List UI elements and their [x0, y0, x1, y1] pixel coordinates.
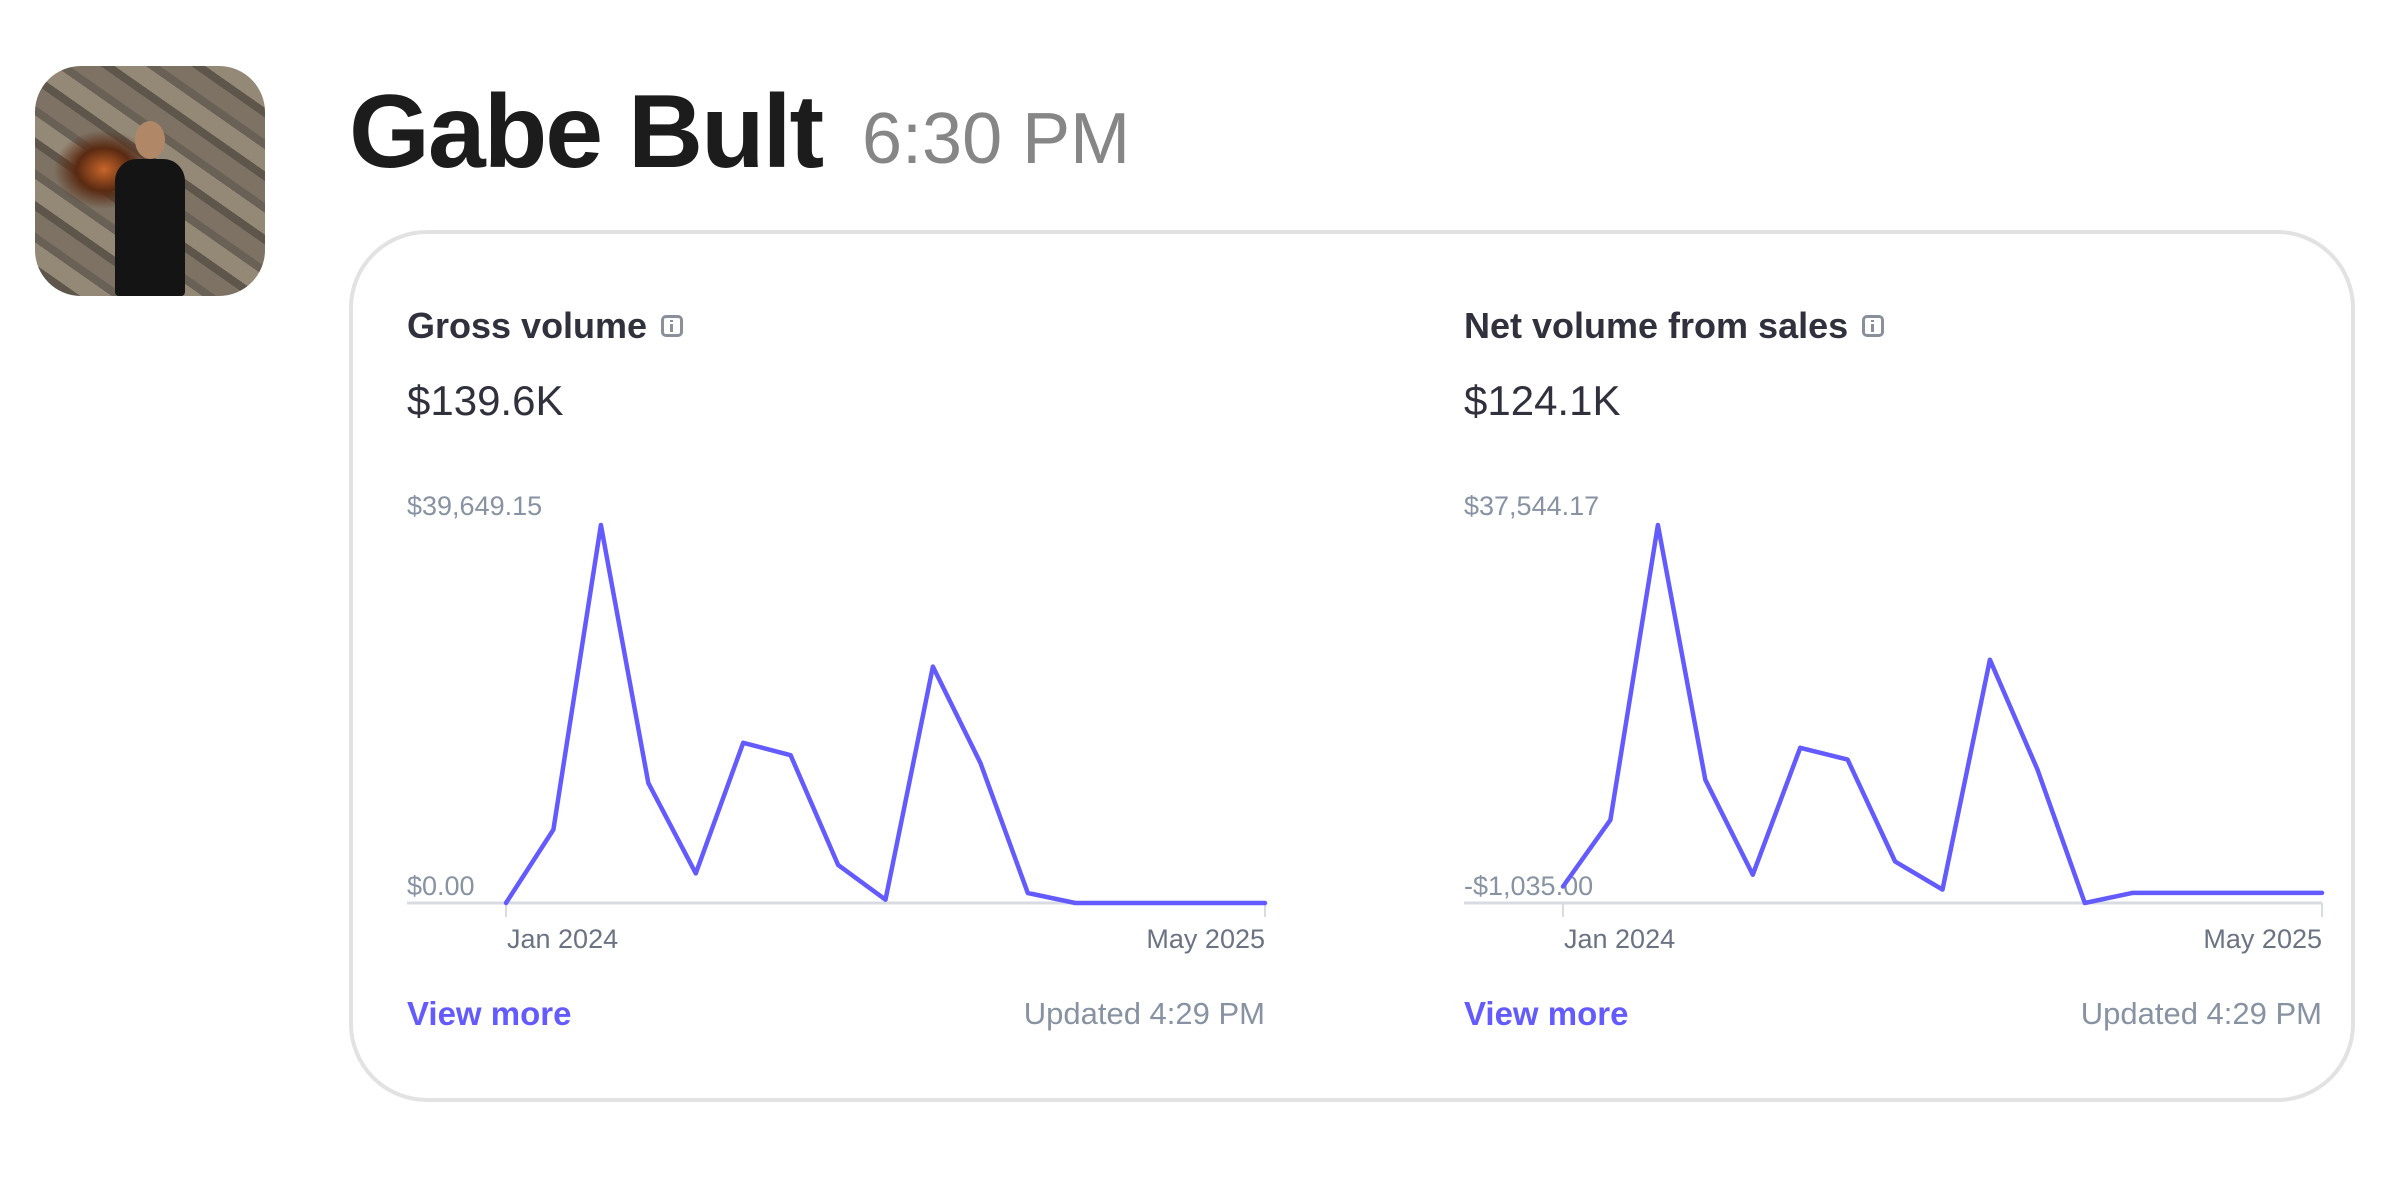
sender-name[interactable]: Gabe Bult [349, 74, 824, 190]
metrics-card [349, 230, 2355, 1102]
series-line [503, 522, 1268, 906]
y-min-label: $0.00 [407, 871, 475, 901]
info-icon[interactable] [661, 315, 684, 337]
avatar[interactable] [35, 66, 265, 296]
avatar-photo-person [115, 121, 185, 296]
panel-title-text: Gross volume [407, 305, 648, 346]
view-more-link[interactable]: View more [1464, 995, 1629, 1032]
y-max-label: $39,649.15 [407, 491, 543, 521]
gross-volume-panel: Gross volume $139.6K $39,649.15 $0.00 Ja… [407, 290, 1268, 1050]
view-more-link[interactable]: View more [407, 995, 572, 1032]
net-volume-chart [1464, 522, 2325, 917]
x-end-label: May 2025 [1146, 924, 1265, 954]
updated-time: Updated 4:29 PM [1023, 996, 1265, 1031]
gross-volume-chart [407, 522, 1268, 917]
panel-title: Net volume from sales [1464, 304, 1885, 348]
series-line [1560, 522, 2325, 906]
panel-title: Gross volume [407, 304, 684, 348]
x-end-label: May 2025 [2203, 924, 2322, 954]
info-icon[interactable] [1862, 315, 1885, 337]
y-max-label: $37,544.17 [1464, 491, 1600, 521]
panel-title-text: Net volume from sales [1464, 305, 1849, 346]
message-timestamp[interactable]: 6:30 PM [862, 99, 1131, 179]
panel-total: $139.6K [407, 377, 564, 424]
x-start-label: Jan 2024 [507, 924, 619, 954]
net-volume-panel: Net volume from sales $124.1K $37,544.17… [1464, 290, 2325, 1050]
panel-total: $124.1K [1464, 377, 1621, 424]
updated-time: Updated 4:29 PM [2080, 996, 2322, 1031]
x-start-label: Jan 2024 [1564, 924, 1676, 954]
